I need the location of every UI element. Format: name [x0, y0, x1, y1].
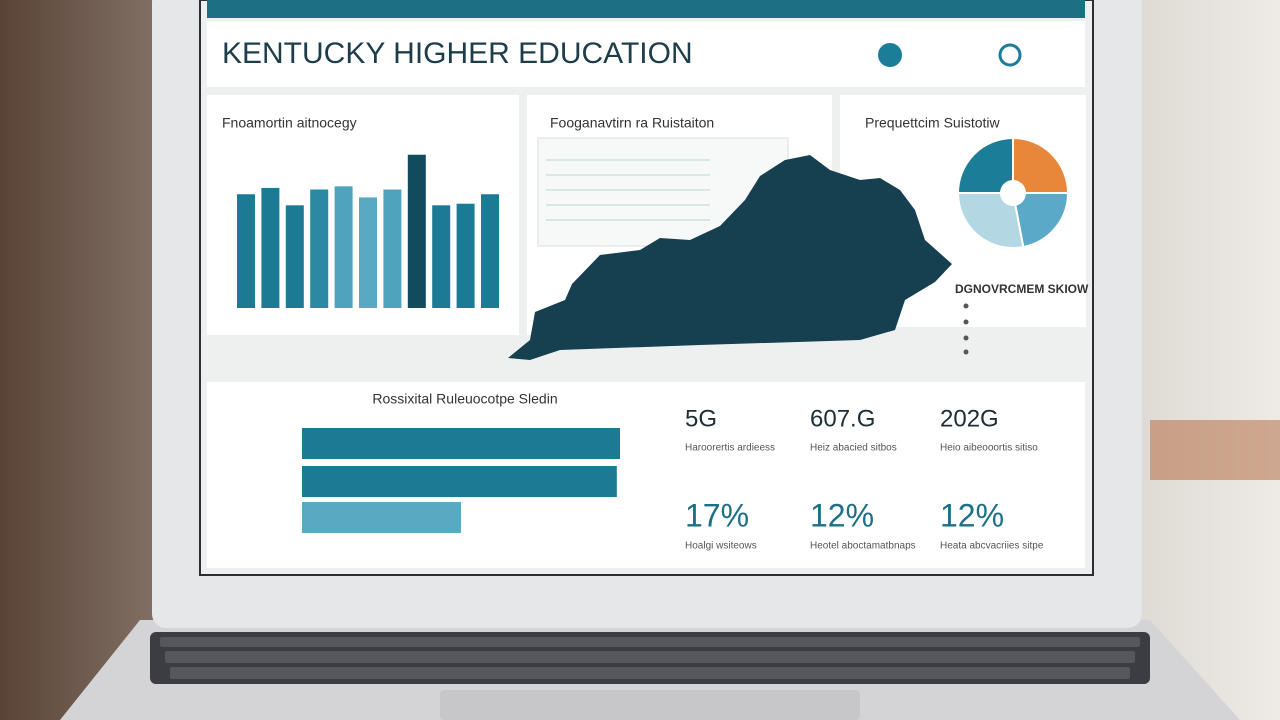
trackpad [440, 690, 860, 720]
top-bar [207, 0, 1085, 18]
icon [998, 43, 1022, 67]
hbar [302, 502, 461, 533]
panel-title: Fnoamortin aitnocegy [222, 115, 357, 131]
keys [160, 637, 1140, 679]
stat-value: 12% [940, 497, 1004, 533]
background-shelf [1150, 420, 1280, 480]
panel-title: Prequettcim Suistotiw [865, 115, 1000, 131]
stat-caption: Heata abcvacriies sitpe [940, 541, 1044, 552]
hbar-title: Rossixital Ruleuocotpe Sledin [372, 391, 557, 407]
bar [432, 205, 451, 308]
stat-value: 17% [685, 497, 749, 533]
stat-value: 202G [940, 405, 999, 432]
pie-slice [956, 136, 1014, 194]
kentucky-map [508, 155, 952, 360]
stat-caption: Hoalgi wsiteows [685, 541, 757, 552]
hbar [302, 428, 620, 459]
bar [237, 194, 255, 308]
bar [334, 186, 353, 308]
panel-title: Fooganavtirn ra Ruistaiton [550, 115, 714, 131]
pie-slice [1012, 136, 1070, 194]
bar [261, 187, 280, 308]
stat-caption: Heio aibeooortis sitiso [940, 443, 1038, 454]
stat-value: 607.G [810, 405, 875, 432]
bar [481, 194, 499, 308]
bar [383, 189, 402, 308]
pie-slice [1011, 192, 1070, 249]
icon [878, 43, 902, 67]
bar [285, 205, 304, 308]
stat-value: 5G [685, 405, 717, 432]
stat-caption: Haroorertis ardieess [685, 443, 775, 454]
panel-subtitle: DGNOVRCMEM SKIOW [955, 282, 1089, 296]
hbar [302, 466, 617, 497]
bar [407, 154, 426, 308]
bar [310, 189, 329, 308]
stat-caption: Heiz abacied sitbos [810, 443, 897, 454]
line-chart-lines [546, 159, 710, 221]
bar [456, 203, 475, 308]
stat-value: 12% [810, 497, 874, 533]
pie-slice [956, 192, 1025, 249]
pie-hole [1000, 180, 1026, 206]
list-dots [963, 303, 969, 355]
header [207, 21, 1085, 87]
bar [359, 197, 377, 308]
header-title: KENTUCKY HIGHER EDUCATION [222, 37, 693, 70]
stat-caption: Heotel aboctamatbnaps [810, 541, 916, 552]
